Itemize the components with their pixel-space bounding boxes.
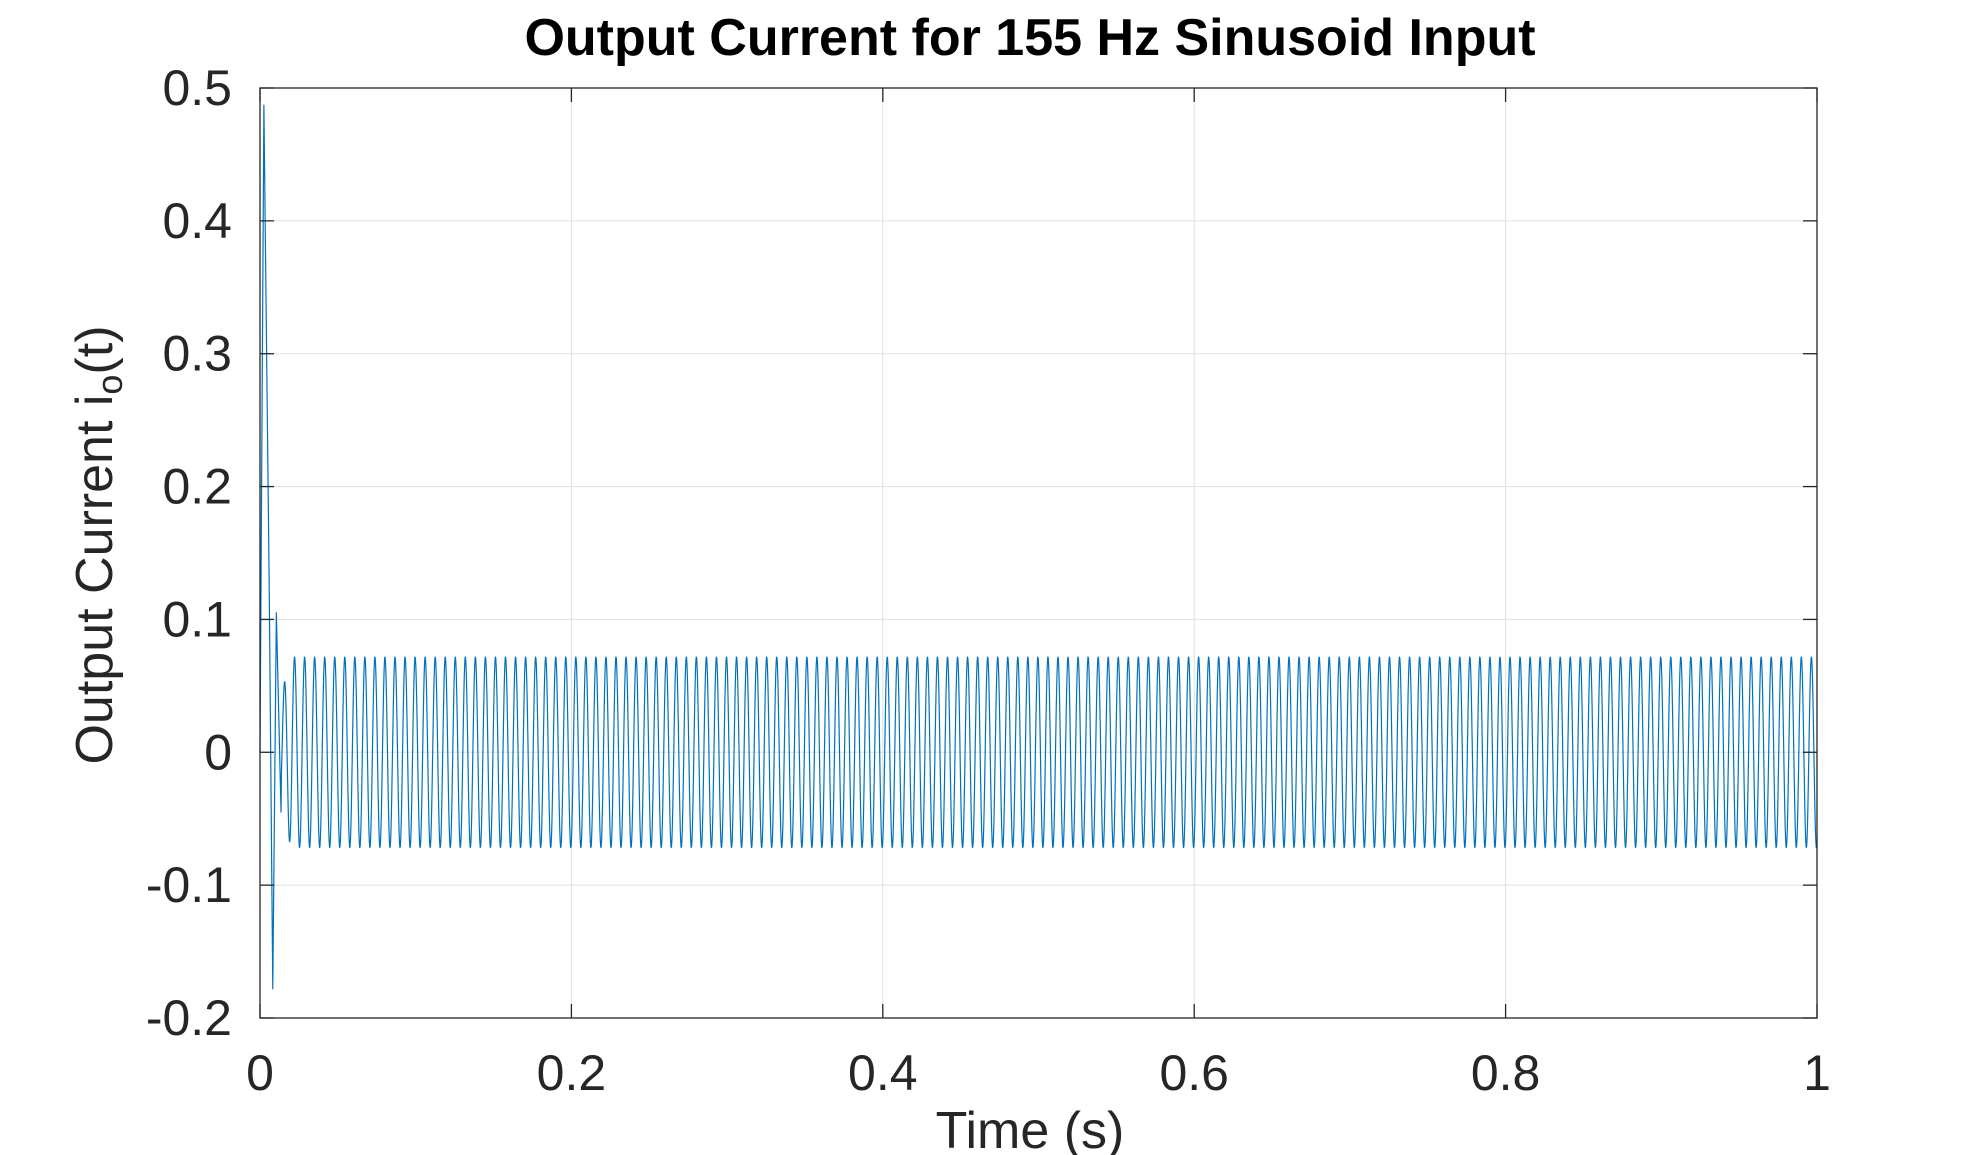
y-tick-labels: -0.2 -0.1 0 0.1 0.2 0.3 0.4 0.5 [146, 60, 232, 1046]
y-axis-label-subscript: o [89, 375, 130, 395]
y-tick-label: -0.2 [146, 990, 232, 1046]
y-axis-label-main: Output Current i [66, 395, 124, 765]
x-tick-label: 0 [246, 1045, 274, 1101]
x-tick-label: 0.6 [1159, 1045, 1229, 1101]
tick-marks [259, 87, 1818, 1019]
plot-area [259, 104, 1818, 990]
y-tick-label: -0.1 [146, 857, 232, 913]
x-axis-label: Time (s) [936, 1102, 1125, 1155]
y-axis-label-suffix: (t) [66, 325, 124, 374]
grid-lines [259, 87, 1818, 1019]
x-tick-label: 0.8 [1471, 1045, 1541, 1101]
y-axis-label: Output Current io(t) [66, 325, 130, 764]
series-line-0 [259, 104, 1818, 990]
axes-box [259, 87, 1818, 1019]
y-tick-label: 0.3 [162, 326, 232, 382]
y-tick-label: 0 [204, 724, 232, 780]
y-tick-label: 0.1 [162, 591, 232, 647]
x-tick-label: 0.2 [537, 1045, 607, 1101]
x-tick-label: 0.4 [848, 1045, 918, 1101]
y-tick-label: 0.5 [162, 60, 232, 116]
x-tick-labels: 0 0.2 0.4 0.6 0.8 1 [246, 1045, 1831, 1101]
x-tick-label: 1 [1803, 1045, 1831, 1101]
y-tick-label: 0.2 [162, 459, 232, 515]
chart-title: Output Current for 155 Hz Sinusoid Input [524, 9, 1535, 67]
y-tick-label: 0.4 [162, 193, 232, 249]
